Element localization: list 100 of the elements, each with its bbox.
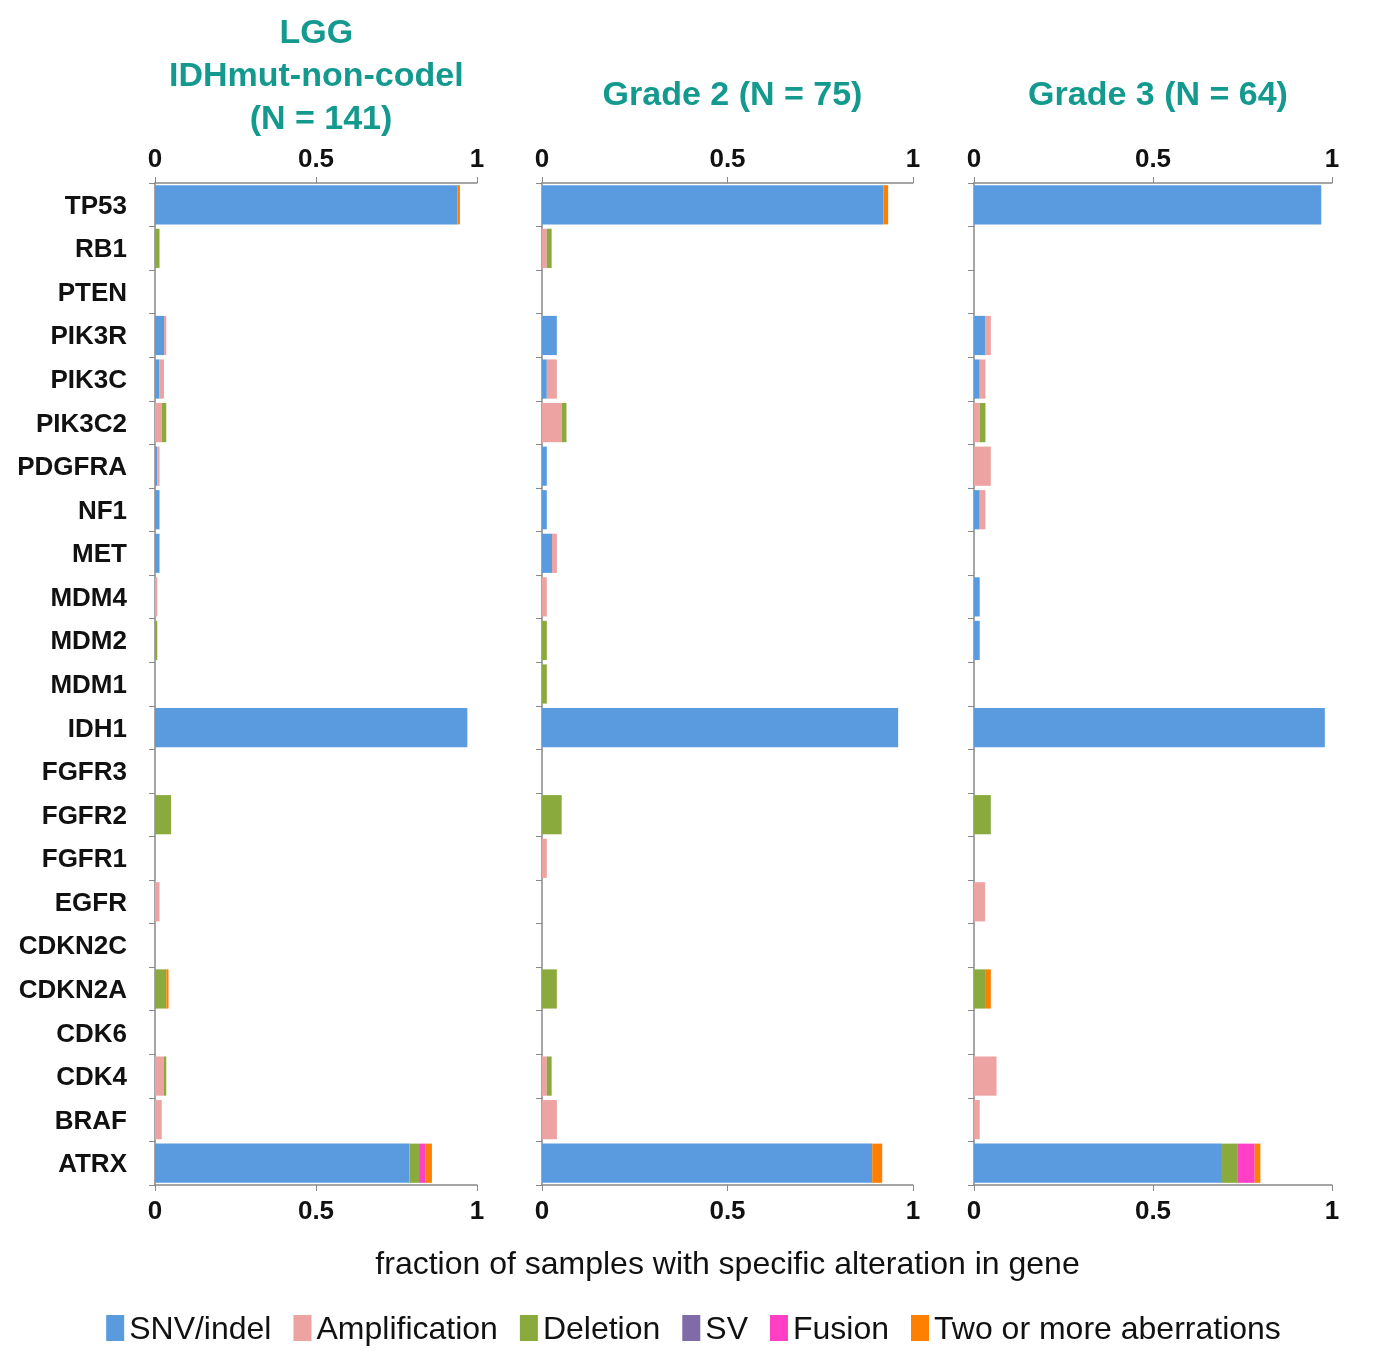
bar — [974, 795, 991, 835]
y-tick-label: CDKN2A — [18, 973, 128, 1004]
x-tick-label: 1 — [905, 1195, 921, 1225]
y-tick-label: TP53 — [64, 189, 127, 220]
bar — [166, 969, 169, 1009]
x2-tick-label: 0 — [966, 143, 982, 173]
bar — [542, 707, 899, 748]
bar — [425, 1143, 432, 1183]
y-tick-label: FGFR3 — [41, 756, 127, 787]
bar — [155, 403, 162, 443]
x2-tick-label: 0 — [147, 143, 163, 173]
bar — [409, 1143, 420, 1183]
bar — [155, 882, 160, 922]
bar — [542, 1056, 547, 1096]
bar — [974, 707, 1325, 748]
bar — [546, 359, 557, 399]
bar — [155, 228, 160, 268]
y-tick-label: FGFR1 — [41, 843, 127, 874]
y-tick-label: MDM4 — [50, 581, 128, 612]
bar — [542, 490, 547, 530]
x-tick-label: 0 — [966, 1195, 982, 1225]
x2-tick-label: 1 — [469, 143, 485, 173]
bar — [542, 1143, 873, 1183]
y-tick-label: CDK6 — [56, 1017, 127, 1048]
bar — [542, 620, 547, 661]
chart-title: LGG IDHmut-non-codel (N = 141) — [168, 11, 474, 136]
bar — [546, 228, 552, 268]
legend-label: SNV/indel — [129, 1310, 272, 1346]
bar — [542, 185, 884, 225]
bar — [542, 533, 553, 573]
x-tick-label: 0.5 — [1134, 1195, 1172, 1225]
x2-tick-label: 0 — [534, 143, 550, 173]
bar — [872, 1143, 883, 1183]
bar — [974, 403, 980, 443]
bar — [974, 620, 980, 661]
y-tick-label: NF1 — [77, 494, 127, 525]
bar — [974, 1100, 980, 1140]
y-tick-label: PTEN — [57, 276, 127, 307]
bar — [155, 490, 160, 530]
bar — [1221, 1143, 1238, 1183]
bar — [542, 403, 562, 443]
x-tick-label: 0.5 — [709, 1195, 746, 1225]
bar — [155, 1056, 165, 1096]
bar — [542, 838, 547, 878]
x-tick-label: 1 — [469, 1195, 485, 1225]
y-tick-label: FGFR2 — [41, 799, 127, 830]
bar — [546, 1056, 552, 1096]
y-tick-label: PIK3C — [50, 364, 128, 395]
bar — [974, 882, 986, 922]
bar — [974, 1056, 997, 1096]
x-axis-title: fraction of samples with specific alteration in gene — [375, 1245, 1080, 1281]
chart-title: Grade 3 (N = 64) — [1028, 73, 1288, 112]
x-tick-label: 0 — [147, 1195, 163, 1225]
bar — [974, 490, 980, 530]
legend-label: Deletion — [542, 1310, 661, 1346]
bar — [974, 185, 1322, 225]
x2-tick-label: 1 — [1324, 143, 1340, 173]
y-tick-label: ATRX — [58, 1148, 128, 1179]
x2-tick-label: 0.5 — [1134, 143, 1172, 173]
x-tick-label: 0.5 — [297, 1195, 335, 1225]
bar — [542, 1100, 557, 1140]
bar — [155, 359, 160, 399]
y-tick-label: MDM2 — [50, 625, 127, 656]
bar — [419, 1143, 426, 1183]
bar — [155, 969, 167, 1009]
bar — [164, 1056, 167, 1096]
y-tick-label: MDM1 — [50, 669, 127, 699]
x2-tick-label: 0.5 — [709, 143, 746, 173]
bar — [883, 185, 889, 225]
legend-label: SV — [705, 1310, 749, 1346]
bar — [542, 315, 557, 356]
y-tick-label: MET — [72, 538, 128, 569]
bar — [155, 795, 172, 835]
y-tick-label: BRAF — [54, 1104, 127, 1135]
x2-tick-label: 0.5 — [297, 143, 335, 173]
chart-title: Grade 2 (N = 75) — [602, 73, 863, 112]
bar — [1237, 1143, 1255, 1183]
bar — [542, 446, 547, 486]
y-tick-label: PDGFRA — [17, 451, 128, 482]
bar — [974, 315, 986, 356]
bar — [542, 969, 557, 1009]
legend-label: Two or more aberrations — [934, 1310, 1281, 1346]
bar — [542, 359, 547, 399]
bar — [155, 533, 160, 573]
bar — [552, 533, 557, 573]
bar — [974, 446, 991, 486]
bar — [542, 577, 547, 617]
y-tick-label: CDK4 — [56, 1061, 128, 1092]
bar — [974, 359, 980, 399]
bar — [985, 315, 991, 356]
bar — [155, 185, 458, 225]
y-tick-label: PIK3C2 — [35, 407, 127, 438]
y-tick-label: EGFR — [54, 886, 128, 917]
y-tick-label: IDH1 — [67, 712, 127, 743]
bar — [155, 707, 468, 748]
bar — [974, 577, 980, 617]
legend-label: Fusion — [792, 1310, 890, 1346]
bar — [155, 1143, 410, 1183]
y-tick-label: PIK3R — [50, 320, 128, 351]
bar — [542, 228, 547, 268]
